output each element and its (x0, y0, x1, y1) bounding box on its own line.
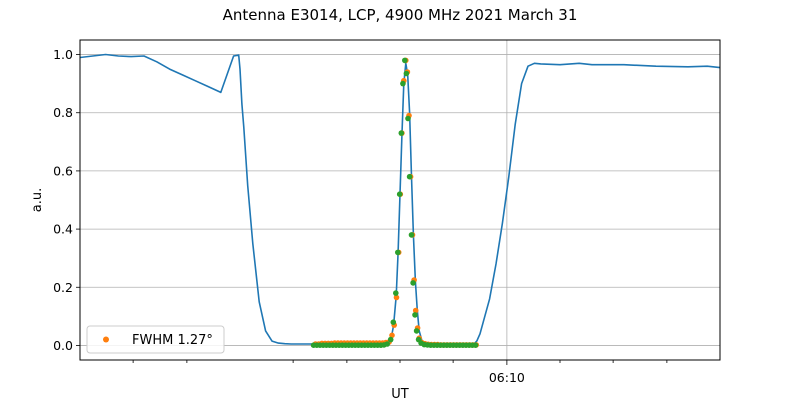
y-tick-label: 0.4 (53, 222, 73, 237)
data-point (390, 319, 397, 326)
plot-series (79, 53, 721, 349)
y-tick-label: 0.2 (53, 280, 73, 295)
data-point (406, 173, 413, 180)
data-point (413, 328, 420, 334)
data-point (387, 336, 394, 343)
legend-label: FWHM 1.27° (132, 333, 213, 348)
data-point (396, 191, 403, 197)
data-point (398, 130, 405, 136)
data-point (395, 249, 401, 256)
data-point (410, 280, 416, 286)
legend-marker (103, 336, 109, 343)
data-point (412, 312, 418, 318)
data-point (405, 115, 411, 122)
data-point (472, 342, 479, 349)
axis-ticks: 0.0 0.2 0.4 0.6 0.8 1.0 06:10 (53, 47, 668, 385)
y-tick-label: 0.8 (53, 105, 73, 120)
data-point (403, 70, 410, 77)
data-point (400, 80, 406, 87)
y-tick-label: 0.6 (53, 163, 73, 178)
fit-point (389, 332, 395, 339)
legend-box (86, 325, 225, 354)
y-tick-label: 1.0 (53, 47, 73, 62)
data-point (408, 232, 415, 238)
x-tick-label: 06:10 (489, 370, 525, 385)
x-axis-label: UT (391, 387, 409, 400)
series-line (79, 53, 721, 346)
data-point (384, 341, 391, 347)
fit-point (393, 294, 400, 301)
y-tick-label: 0.0 (53, 338, 73, 353)
fit-point (412, 307, 419, 314)
legend: FWHM 1.27° (86, 325, 225, 354)
data-point (393, 290, 399, 296)
chart-title: Antenna E3014, LCP, 4900 MHz 2021 March … (223, 6, 578, 24)
data-point (402, 57, 408, 64)
grid (80, 40, 720, 360)
y-axis-label: a.u. (30, 188, 45, 212)
